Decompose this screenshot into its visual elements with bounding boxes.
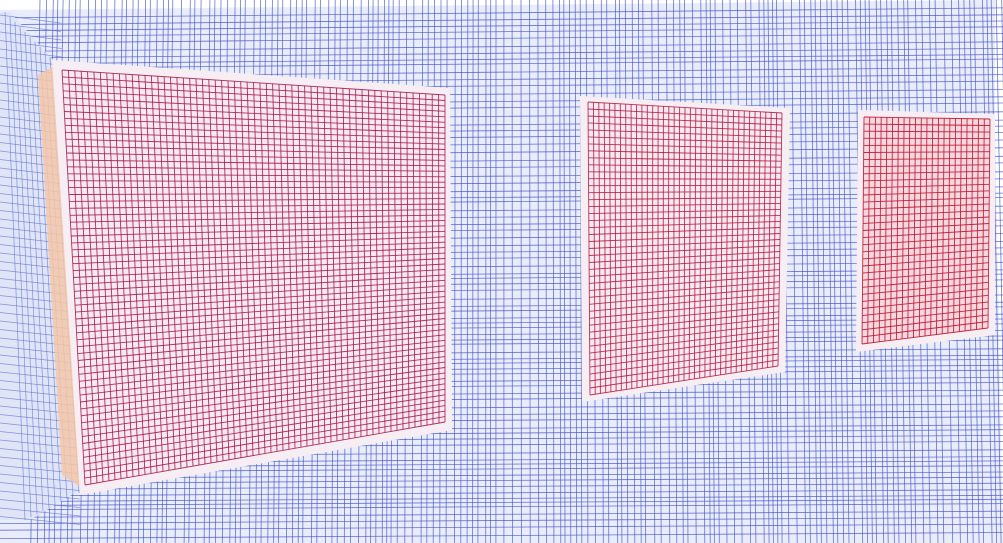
- left-panel-grid-lines: [61, 69, 446, 486]
- left-heated-panel: [52, 60, 452, 495]
- middle-heated-panel: [580, 96, 790, 402]
- left-side-warm-strip: [38, 62, 82, 488]
- right-panel-grid-lines: [861, 116, 991, 345]
- middle-panel-grid-lines: [587, 101, 783, 396]
- right-heated-panel: [856, 110, 995, 352]
- left-side-face: [0, 11, 82, 525]
